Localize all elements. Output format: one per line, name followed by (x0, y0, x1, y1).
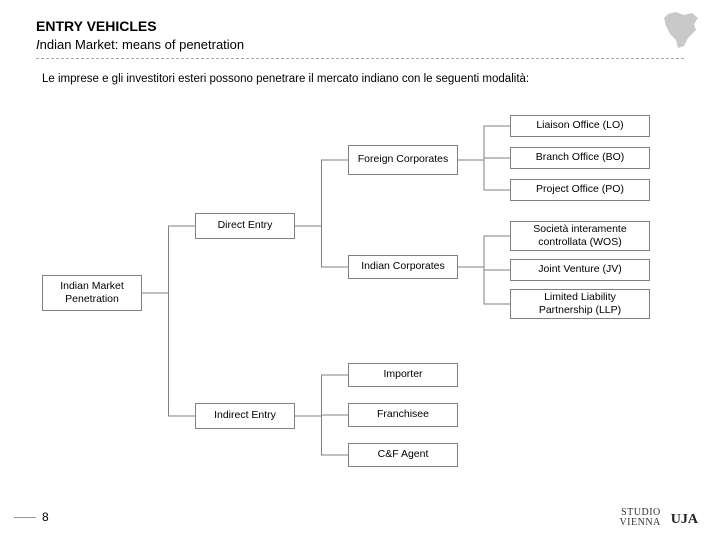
india-map-icon (658, 10, 704, 50)
page-subtitle: Indian Market: means of penetration (36, 37, 720, 52)
entry-vehicles-tree: Indian Market Penetration Direct Entry Ind… (0, 85, 720, 485)
tree-node-wos: Società interamente controllata (WOS) (510, 221, 650, 251)
tree-node-bo: Branch Office (BO) (510, 147, 650, 169)
page-number: 8 (42, 510, 49, 524)
header: ENTRY VEHICLES Indian Market: means of p… (0, 0, 720, 52)
divider (36, 58, 684, 59)
tree-node-direct: Direct Entry (195, 213, 295, 239)
tree-node-lo: Liaison Office (LO) (510, 115, 650, 137)
tree-node-franch: Franchisee (348, 403, 458, 427)
tree-node-cf: C&F Agent (348, 443, 458, 467)
uja-logo: UJA (671, 512, 698, 528)
footer-logos: STUDIO VIENNA UJA (619, 508, 698, 528)
intro-text: Le imprese e gli investitori esteri poss… (42, 73, 720, 85)
tree-node-jv: Joint Venture (JV) (510, 259, 650, 281)
tree-node-indian: Indian Corporates (348, 255, 458, 279)
studio-vienna-logo: STUDIO VIENNA (619, 508, 660, 528)
tree-node-po: Project Office (PO) (510, 179, 650, 201)
tree-node-root: Indian Market Penetration (42, 275, 142, 311)
page-title: ENTRY VEHICLES (36, 18, 720, 34)
tree-node-foreign: Foreign Corporates (348, 145, 458, 175)
tree-node-llp: Limited Liability Partnership (LLP) (510, 289, 650, 319)
tree-node-importer: Importer (348, 363, 458, 387)
tree-node-indirect: Indirect Entry (195, 403, 295, 429)
